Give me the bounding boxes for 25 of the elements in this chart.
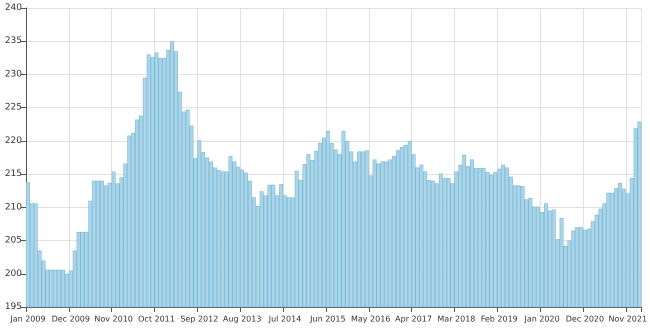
x-tick-label: Jan 2020: [523, 314, 560, 324]
x-tick-label: Jan 2009: [9, 314, 46, 324]
x-tick-label: Apr 2017: [395, 314, 432, 324]
x-tick-label: Jul 2014: [268, 314, 302, 324]
y-tick-label: 215: [4, 169, 22, 180]
x-tick-label: Feb 2019: [480, 314, 518, 324]
x-tick-label: Mar 2018: [437, 314, 476, 324]
y-tick-label: 195: [4, 302, 22, 312]
x-tick-label: Oct 2011: [138, 314, 175, 324]
x-tick-label: Dec 2020: [566, 314, 604, 324]
y-tick-label: 200: [4, 268, 22, 279]
x-tick-label: Jun 2015: [309, 314, 346, 324]
y-tick-label: 210: [4, 202, 22, 212]
y-tick-label: 240: [4, 3, 22, 13]
y-tick-label: 220: [4, 136, 22, 146]
y-tick-label: 235: [4, 36, 22, 46]
y-tick-label: 205: [4, 236, 22, 246]
x-tick-label: Nov 2021: [608, 314, 648, 324]
x-tick-label: Nov 2010: [94, 314, 133, 324]
y-tick-label: 225: [4, 102, 22, 113]
x-tick-label: Dec 2009: [52, 314, 90, 324]
x-tick-label: Aug 2013: [222, 314, 262, 324]
y-tick-label: 230: [4, 69, 22, 80]
x-tick-label: May 2016: [350, 314, 390, 324]
x-tick-label: Sep 2012: [180, 314, 218, 324]
